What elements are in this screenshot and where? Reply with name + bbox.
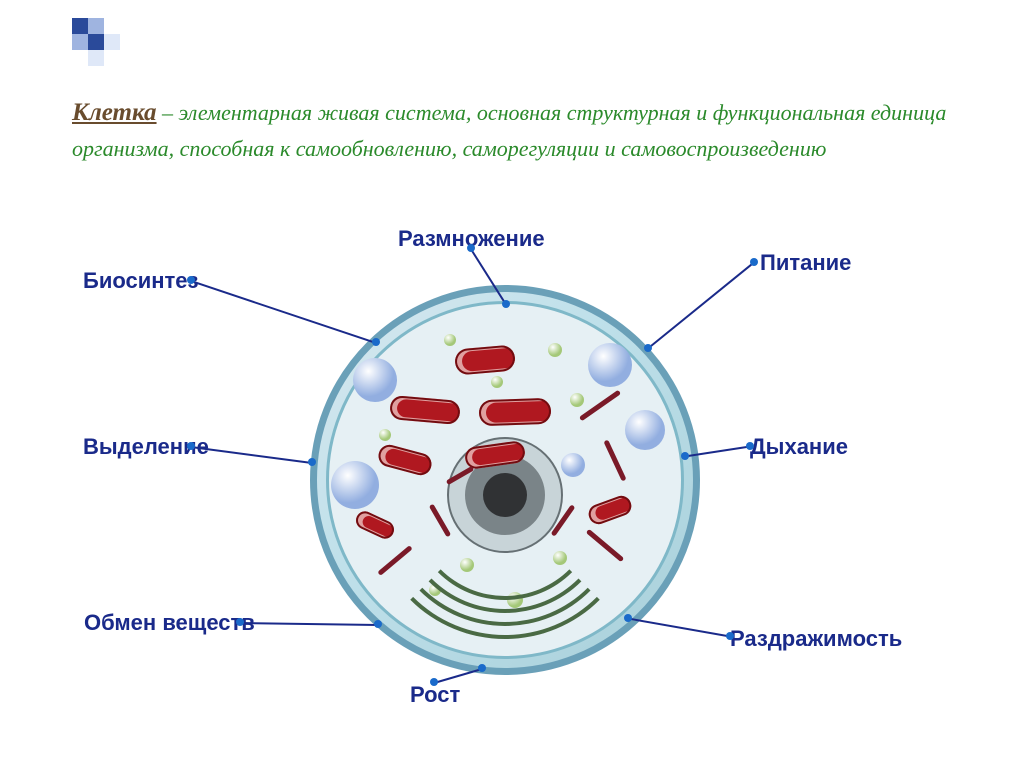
lysosome — [548, 343, 562, 357]
decoration-square — [72, 34, 88, 50]
callout-label: Обмен веществ — [84, 610, 255, 636]
vesicle — [588, 343, 632, 387]
decoration-square — [104, 34, 120, 50]
lysosome — [444, 334, 456, 346]
callout-leader — [191, 280, 376, 343]
callout-label: Питание — [760, 250, 851, 276]
callout-endpoint — [308, 458, 316, 466]
callout-endpoint — [372, 338, 380, 346]
callout-endpoint — [681, 452, 689, 460]
definition-dash: – — [157, 100, 179, 125]
callout-label: Раздражимость — [730, 626, 902, 652]
callout-leader — [191, 446, 312, 463]
callout-endpoint — [236, 618, 244, 626]
callout-label: Биосинтез — [83, 268, 198, 294]
callout-endpoint — [746, 442, 754, 450]
callout-endpoint — [726, 632, 734, 640]
definition-block: Клетка – элементарная живая система, осн… — [72, 94, 952, 165]
callout-endpoint — [750, 258, 758, 266]
golgi-apparatus — [371, 371, 639, 639]
callout-label: Рост — [410, 682, 460, 708]
callout-endpoint — [187, 276, 195, 284]
decoration-square — [88, 18, 104, 34]
decoration-square — [88, 34, 104, 50]
callout-endpoint — [467, 244, 475, 252]
definition-term: Клетка — [72, 99, 157, 126]
callout-endpoint — [430, 678, 438, 686]
callout-leader — [648, 262, 755, 349]
cell-diagram: РазмножениеПитаниеБиосинтезДыханиеВыделе… — [0, 200, 1024, 740]
callout-endpoint — [478, 664, 486, 672]
callout-endpoint — [502, 300, 510, 308]
callout-endpoint — [187, 442, 195, 450]
callout-endpoint — [374, 620, 382, 628]
decoration-square — [72, 18, 88, 34]
vesicle — [353, 358, 397, 402]
vesicle — [625, 410, 665, 450]
callout-endpoint — [644, 344, 652, 352]
callout-endpoint — [624, 614, 632, 622]
callout-label: Дыхание — [750, 434, 848, 460]
callout-leader — [240, 622, 378, 625]
callout-leader — [628, 618, 730, 637]
decoration-square — [88, 50, 104, 66]
definition-body: элементарная живая система, основная стр… — [72, 100, 946, 161]
